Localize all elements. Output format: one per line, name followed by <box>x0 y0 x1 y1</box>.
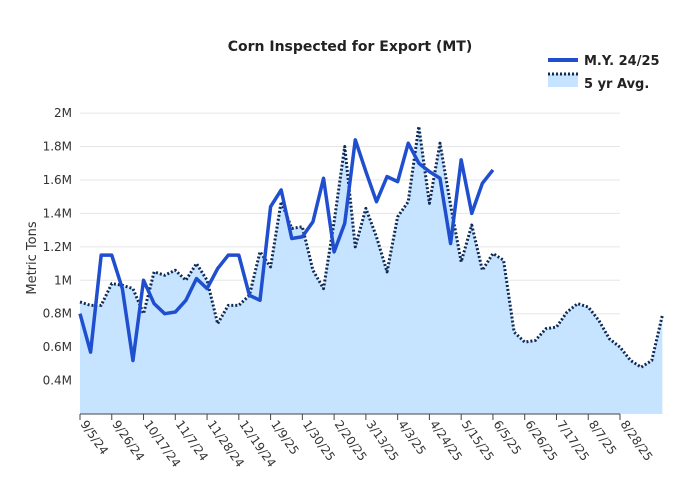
y-axis-title: Metric Tons <box>25 221 40 294</box>
y-tick-label: 2M <box>54 106 72 120</box>
chart-title: Corn Inspected for Export (MT) <box>228 39 473 55</box>
y-tick-label: 1.6M <box>43 173 72 187</box>
avg-area-fill <box>80 126 663 414</box>
y-tick-label: 1.4M <box>43 206 72 220</box>
y-tick-label: 1.8M <box>43 140 72 154</box>
series-lines <box>78 124 664 369</box>
x-tick-label: 9/5/24 <box>78 418 112 458</box>
y-tick-label: 0.4M <box>43 374 72 388</box>
y-tick-labels: 0.4M 0.6M 0.8M 1M 1.2M 1.4M 1.6M 1.8M 2M <box>43 106 72 387</box>
avg-area <box>80 126 663 414</box>
legend-label-my2425: M.Y. 24/25 <box>584 54 660 69</box>
y-tick-label: 1M <box>54 273 72 287</box>
x-tick-label: 4/3/25 <box>395 418 429 458</box>
legend-label-5yr: 5 yr Avg. <box>584 77 649 92</box>
y-tick-label: 1.2M <box>43 240 72 254</box>
series-line-5yr-avg[interactable] <box>79 124 664 369</box>
x-tick-labels: 9/5/249/26/2410/17/2411/7/2411/28/2412/1… <box>78 418 656 470</box>
legend[interactable]: M.Y. 24/25 5 yr Avg. <box>548 54 660 92</box>
legend-swatch-fill-5yr <box>548 74 578 87</box>
x-tick-label: 8/7/25 <box>586 418 620 458</box>
x-tick-label: 8/28/25 <box>618 418 656 464</box>
axes <box>79 413 621 420</box>
y-tick-label: 0.6M <box>43 340 72 354</box>
series-line-my2425[interactable] <box>78 138 495 363</box>
y-tick-label: 0.8M <box>43 307 72 321</box>
x-tick-label: 1/9/25 <box>268 418 302 458</box>
x-tick-label: 6/5/25 <box>490 418 524 458</box>
